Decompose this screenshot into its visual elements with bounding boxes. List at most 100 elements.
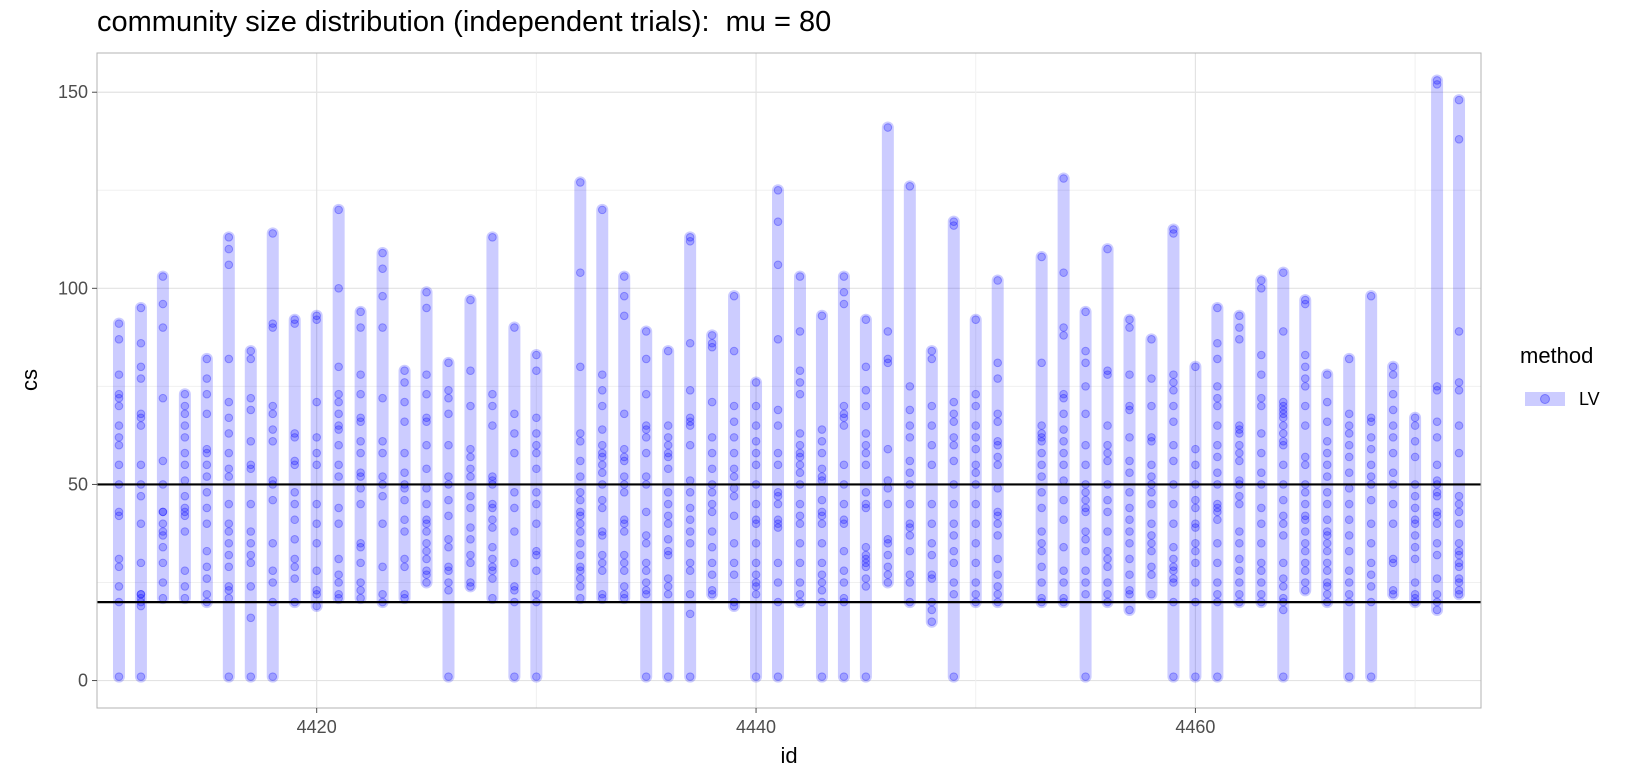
data-point [1278,401,1288,411]
data-point [136,589,146,599]
data-point [1410,421,1420,430]
data-point [334,389,343,399]
data-point [466,491,475,501]
data-point [949,589,959,599]
data-point [1169,562,1178,572]
data-point [817,495,827,505]
x-axis-title: id [780,743,797,768]
data-point [1278,436,1288,446]
data-point [422,287,431,297]
data-point [488,562,497,572]
data-point [883,562,893,572]
data-point [1213,499,1222,509]
data-point [729,484,739,493]
data-point [158,527,168,536]
data-point [224,527,234,536]
data-point [1037,472,1046,481]
data-point [334,440,343,450]
data-point [532,519,541,528]
data-point [356,307,365,317]
data-point [1147,546,1156,556]
data-point [641,448,651,458]
data-point [246,346,256,356]
data-point [1169,378,1178,387]
data-point [1322,370,1332,379]
chart-title: community size distribution (independent… [97,6,832,38]
data-point [839,460,849,470]
data-point [246,538,256,548]
data-point [597,550,607,560]
data-point [795,460,805,470]
data-point [1344,440,1354,450]
data-point [1300,382,1310,391]
data-point [312,538,321,548]
data-point [1103,546,1112,556]
data-point [180,460,190,470]
data-point [422,546,431,556]
data-point [356,542,365,552]
data-point [114,370,124,379]
data-point [378,589,387,599]
data-point [1432,507,1442,517]
data-point [422,566,431,576]
data-point [532,448,541,458]
data-point [136,589,146,599]
data-point [180,511,190,521]
data-point [773,335,783,344]
data-point [1344,468,1354,477]
data-point [400,554,409,564]
data-point [927,550,937,560]
data-point [685,515,695,525]
data-point [751,558,761,568]
data-point [729,448,739,458]
data-point [1322,397,1332,407]
data-point [356,578,365,587]
data-point [422,570,431,579]
data-point [180,448,190,458]
data-point [1454,134,1464,144]
data-point [1103,440,1112,450]
data-point [1366,538,1376,548]
data-point [1278,421,1288,430]
data-point [1147,436,1156,446]
data-point [707,527,717,536]
data-point [1344,546,1354,556]
data-point [861,487,871,497]
data-point [1213,672,1222,681]
data-point [905,546,915,556]
data-point [1103,448,1112,458]
data-point [817,507,827,517]
data-point [1191,672,1200,681]
data-point [224,464,234,474]
data-point [224,354,234,364]
data-point [576,582,585,591]
data-point [576,574,585,583]
data-point [114,562,124,572]
data-point [422,417,431,426]
data-point [400,378,409,387]
data-point [927,421,937,430]
data-point [685,672,695,681]
data-point [839,401,849,411]
data-point [663,433,673,442]
data-point [641,586,651,595]
data-point [1081,566,1090,576]
data-point [1081,589,1090,599]
data-point [1125,570,1134,579]
data-point [576,456,585,466]
data-point [1300,515,1310,525]
data-point [136,491,146,501]
data-point [1191,460,1200,470]
data-point [532,350,541,360]
data-point [246,499,256,509]
data-point [202,374,212,383]
data-point [268,566,278,576]
data-point [136,374,146,383]
data-point [400,527,409,536]
data-point [532,366,541,375]
data-point [1191,519,1200,528]
data-point [1213,440,1222,450]
data-point [641,507,651,517]
data-point [422,370,431,379]
data-point [1037,546,1046,556]
